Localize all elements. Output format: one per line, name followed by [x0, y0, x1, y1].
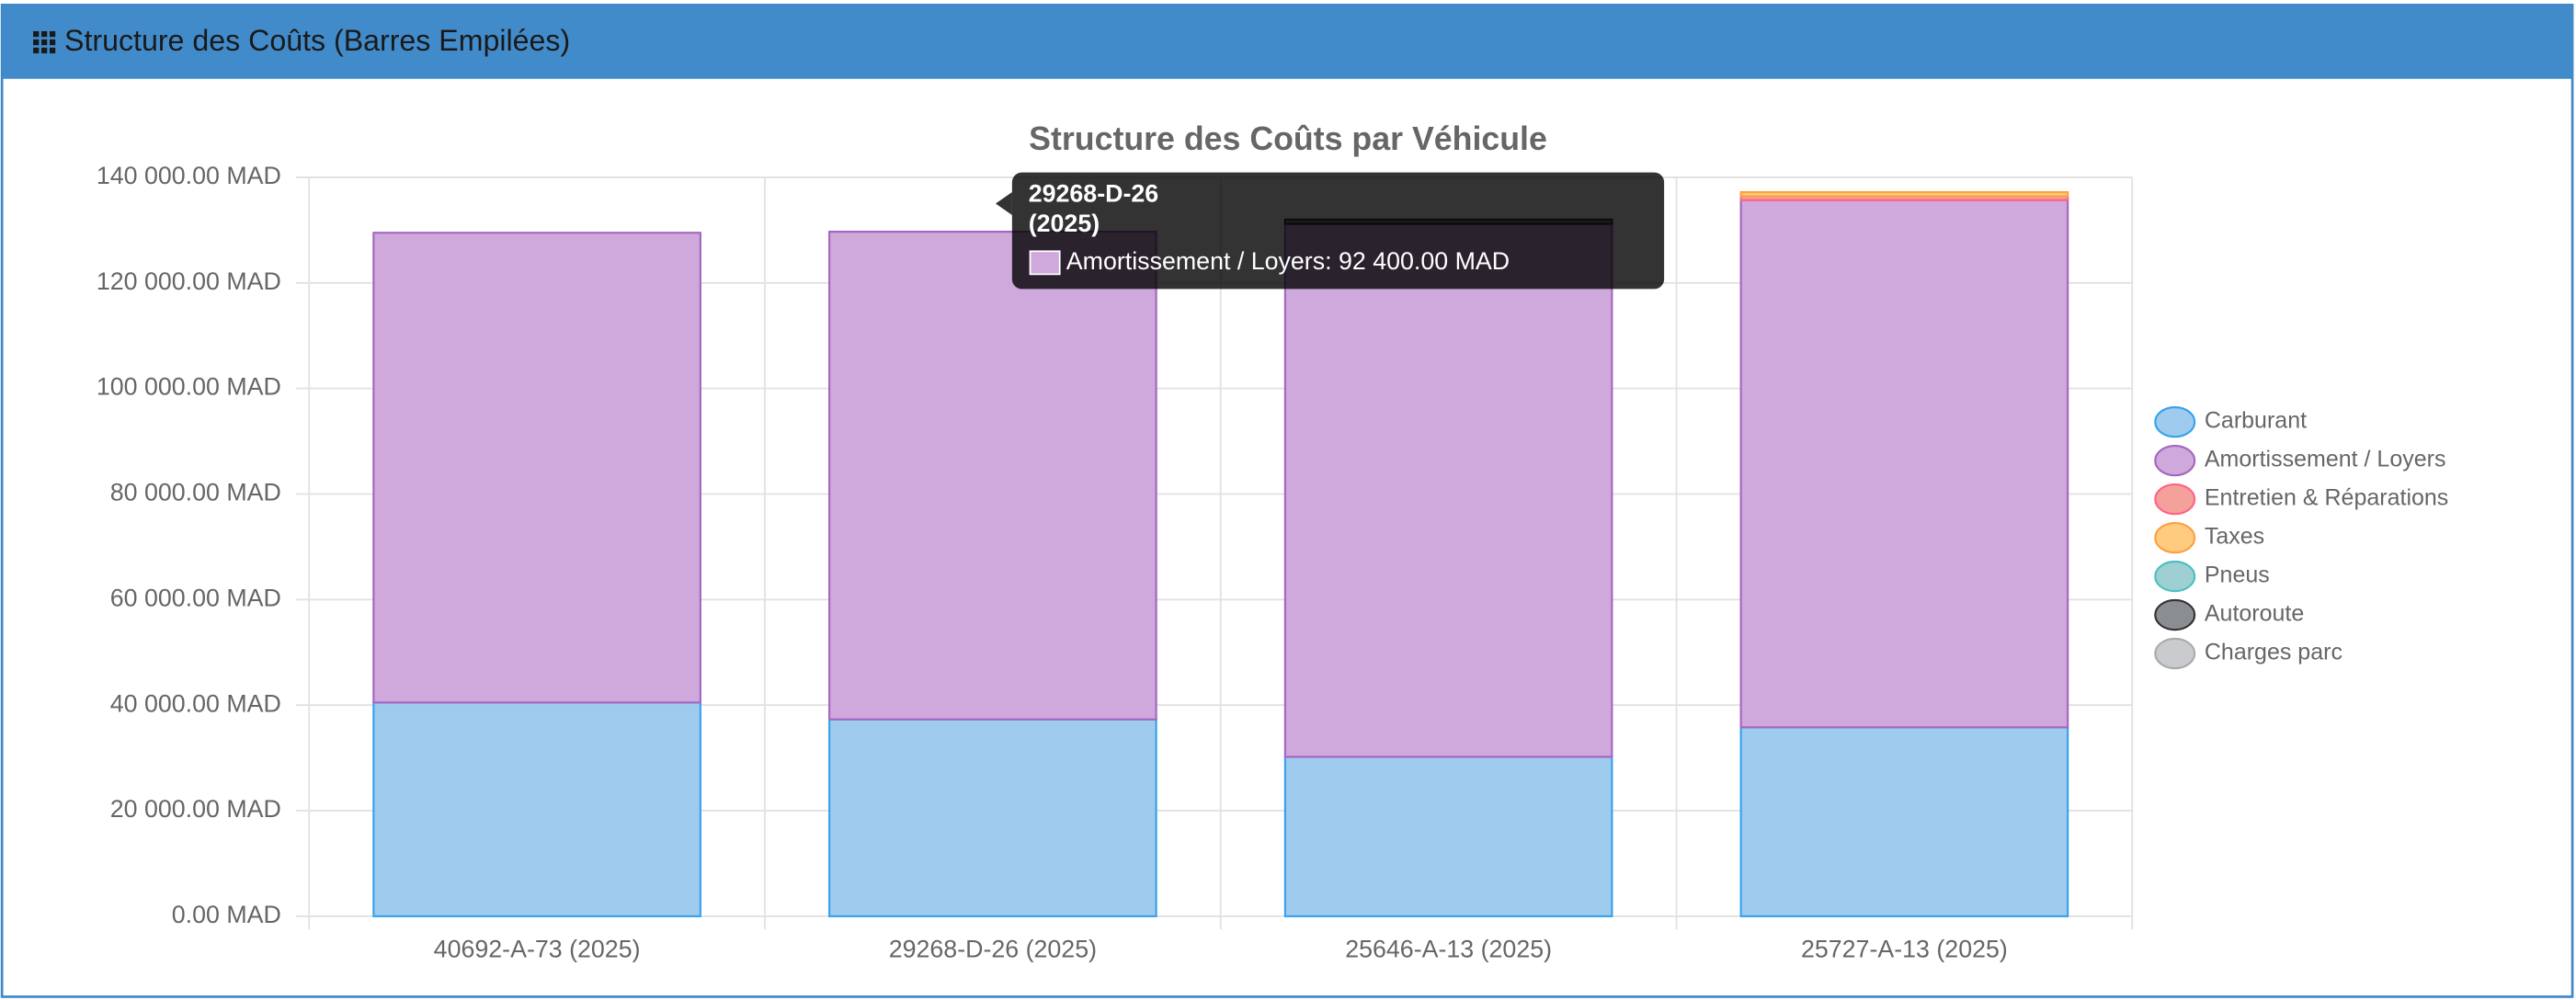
- y-tick-label: 0.00 MAD: [172, 901, 281, 928]
- y-tick-label: 80 000.00 MAD: [110, 479, 281, 506]
- bar-segment: [1283, 222, 1613, 758]
- tooltip-text: Amortissement / Loyers: 92 400.00 MAD: [1066, 247, 1510, 275]
- bar-segment: [1739, 726, 2069, 917]
- tooltip-caret: [995, 192, 1012, 216]
- legend-label: Amortissement / Loyers: [2205, 447, 2446, 472]
- legend-swatch: [2154, 560, 2196, 593]
- bar-segment: [1283, 756, 1613, 917]
- x-tick-label: 29268-D-26 (2025): [889, 935, 1097, 962]
- legend-swatch: [2154, 444, 2196, 477]
- tooltip-box: [1011, 172, 1665, 290]
- panel-header: [2, 5, 2573, 79]
- header-title: Structure des Coûts (Barres Empilées): [64, 24, 570, 57]
- y-tick-label: 40 000.00 MAD: [110, 689, 281, 717]
- legend-label: Pneus: [2205, 562, 2270, 588]
- legend-label: Autoroute: [2205, 601, 2304, 627]
- legend-label: Taxes: [2205, 524, 2264, 550]
- legend-swatch: [2154, 637, 2196, 670]
- bar-segment: [828, 231, 1157, 721]
- bar-segment: [372, 701, 701, 917]
- chart-title: Structure des Coûts par Véhicule: [1029, 120, 1547, 157]
- bar-segment: [1739, 190, 2069, 198]
- legend-swatch: [2154, 598, 2196, 631]
- tooltip: 29268-D-26(2025) Amortissement / Loyers: …: [995, 172, 1665, 290]
- y-tick-label: 60 000.00 MAD: [110, 584, 281, 611]
- legend-label: Charges parc: [2205, 640, 2342, 665]
- bar-segment: [828, 718, 1157, 917]
- legend-label: Carburant: [2205, 408, 2307, 434]
- y-tick-label: 140 000.00 MAD: [97, 162, 281, 189]
- y-tick-label: 120 000.00 MAD: [97, 267, 281, 295]
- legend-swatch: [2154, 521, 2196, 554]
- tooltip-swatch: [1029, 250, 1061, 276]
- y-tick-label: 20 000.00 MAD: [110, 795, 281, 823]
- legend-swatch: [2154, 483, 2196, 516]
- bar-segment: [372, 232, 701, 704]
- x-tick-label: 25646-A-13 (2025): [1345, 935, 1552, 962]
- legend-label: Entretien & Réparations: [2205, 485, 2448, 511]
- bar-segment: [1739, 199, 2069, 729]
- legend-swatch: [2154, 405, 2196, 438]
- x-tick-label: 25727-A-13 (2025): [1801, 935, 2008, 962]
- tooltip-title: 29268-D-26: [1029, 180, 1158, 208]
- tooltip-title: (2025): [1029, 210, 1100, 237]
- header-icon: [33, 30, 56, 54]
- y-tick-label: 100 000.00 MAD: [97, 373, 281, 401]
- x-tick-label: 40692-A-73 (2025): [434, 935, 641, 962]
